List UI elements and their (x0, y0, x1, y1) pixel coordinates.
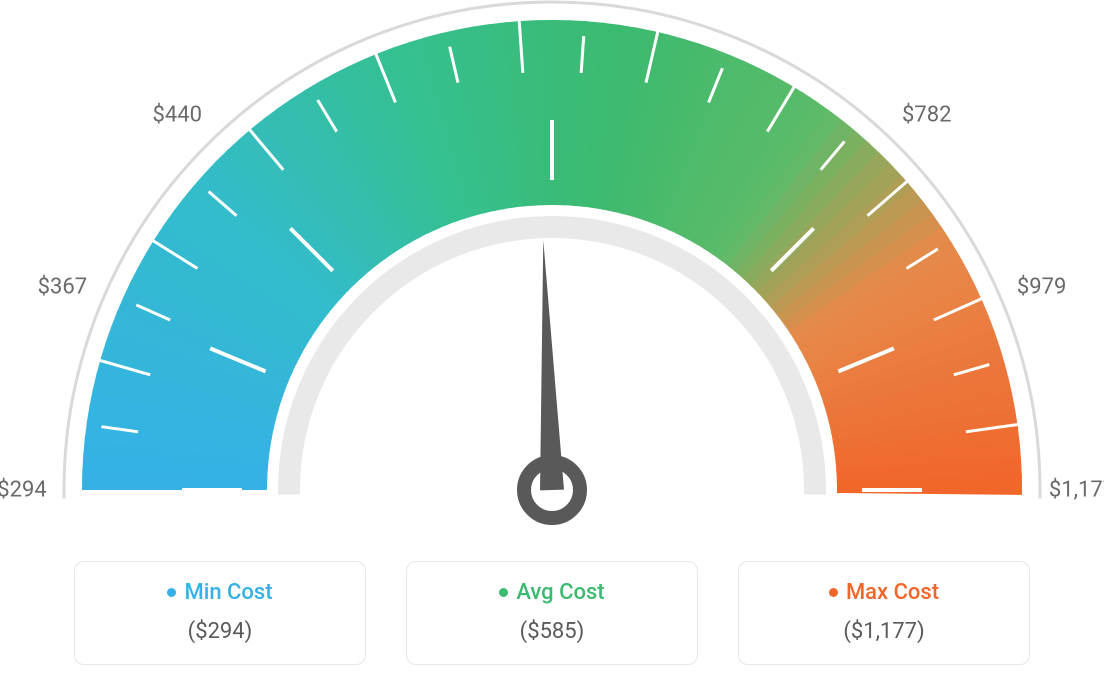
tick-label: $440 (152, 103, 201, 128)
legend-title-avg: Avg Cost (499, 580, 604, 605)
legend-value-min: ($294) (188, 619, 253, 644)
dot-icon (829, 588, 838, 597)
tick-label: $294 (0, 478, 47, 503)
dot-icon (499, 588, 508, 597)
tick-label: $979 (1017, 275, 1066, 300)
legend-title-max: Max Cost (829, 580, 939, 605)
tick-label: $782 (902, 103, 951, 128)
legend-title-text: Avg Cost (516, 580, 604, 605)
legend-title-text: Min Cost (184, 580, 272, 605)
tick-label: $1,177 (1049, 478, 1104, 503)
legend-card-max: Max Cost ($1,177) (738, 561, 1030, 665)
legend-value-avg: ($585) (520, 619, 585, 644)
legend-title-text: Max Cost (846, 580, 939, 605)
legend-card-avg: Avg Cost ($585) (406, 561, 698, 665)
gauge-chart: $294$367$440$585$782$979$1,177 (0, 0, 1104, 550)
legend-row: Min Cost ($294) Avg Cost ($585) Max Cost… (0, 561, 1104, 665)
legend-value-max: ($1,177) (843, 619, 924, 644)
gauge-svg (12, 0, 1092, 560)
dot-icon (167, 588, 176, 597)
legend-title-min: Min Cost (167, 580, 272, 605)
legend-card-min: Min Cost ($294) (74, 561, 366, 665)
tick-label: $367 (38, 275, 87, 300)
